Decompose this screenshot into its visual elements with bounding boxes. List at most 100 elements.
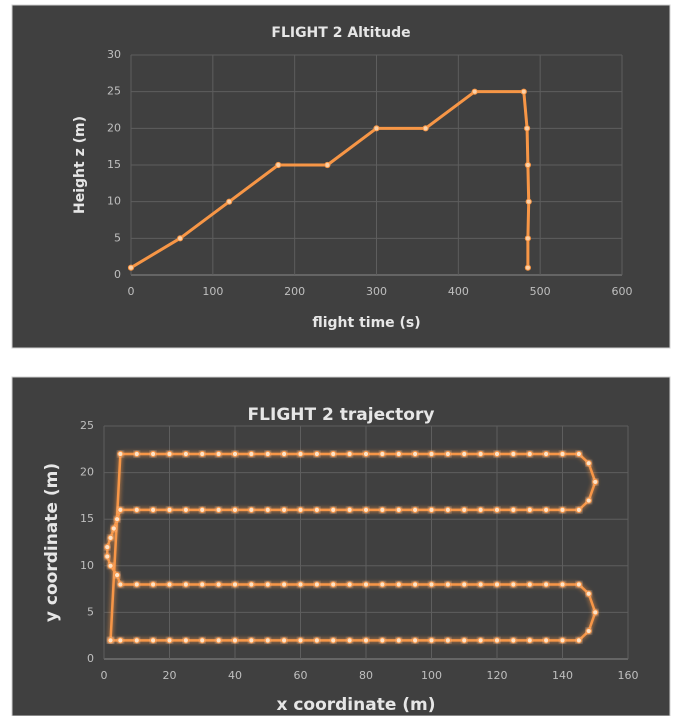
data-point	[379, 637, 386, 644]
data-point	[543, 506, 550, 513]
y-tick-label: 20	[80, 466, 94, 479]
data-point	[428, 506, 435, 513]
data-point	[166, 450, 173, 458]
data-point	[477, 450, 484, 458]
data-point	[428, 581, 435, 588]
x-tick-label: 400	[448, 285, 469, 298]
data-point	[313, 506, 320, 513]
panel	[11, 4, 671, 349]
x-tick-label: 200	[284, 285, 305, 298]
data-point	[215, 581, 222, 588]
data-point	[543, 581, 550, 588]
y-axis-label: y coordinate (m)	[42, 463, 62, 622]
data-point	[330, 581, 337, 588]
data-point	[461, 506, 468, 513]
data-point	[428, 450, 435, 458]
data-point	[281, 581, 288, 588]
data-point	[559, 506, 566, 513]
data-point	[110, 525, 117, 532]
data-point	[215, 637, 222, 644]
data-point	[346, 506, 353, 513]
data-point	[226, 198, 233, 205]
data-point	[150, 581, 157, 588]
data-point	[166, 506, 173, 513]
chart-title: FLIGHT 2 Altitude	[271, 25, 410, 41]
data-point	[575, 450, 582, 458]
x-tick-label: 160	[618, 669, 639, 682]
data-point	[177, 235, 184, 242]
data-point	[523, 125, 531, 132]
data-point	[477, 506, 484, 513]
data-point	[412, 581, 419, 588]
data-point	[510, 581, 517, 588]
x-axis-label: flight time (s)	[312, 315, 420, 331]
data-point	[444, 581, 451, 588]
data-point	[379, 450, 386, 458]
data-point	[313, 450, 320, 458]
data-point	[117, 506, 124, 513]
x-tick-label: 120	[487, 669, 508, 682]
data-point	[510, 637, 517, 644]
panel	[11, 376, 671, 716]
data-point	[104, 553, 111, 560]
data-point	[117, 637, 124, 644]
data-point	[107, 562, 114, 569]
data-point	[493, 637, 501, 644]
data-point	[215, 506, 222, 513]
data-point	[133, 581, 140, 588]
data-point	[373, 125, 380, 132]
data-point	[493, 450, 501, 458]
data-point	[264, 506, 271, 513]
x-tick-label: 300	[366, 285, 387, 298]
y-tick-label: 15	[107, 158, 121, 171]
data-point	[215, 450, 222, 458]
y-tick-label: 10	[107, 195, 121, 208]
data-point	[543, 450, 550, 458]
data-point	[461, 637, 468, 644]
data-point	[526, 506, 533, 513]
data-point	[330, 506, 337, 513]
x-tick-label: 80	[359, 669, 373, 682]
y-tick-label: 25	[80, 419, 94, 432]
data-point	[107, 637, 114, 644]
x-tick-label: 600	[612, 285, 633, 298]
data-point	[150, 506, 157, 513]
data-point	[231, 581, 239, 588]
data-point	[428, 637, 435, 644]
data-point	[444, 506, 451, 513]
data-point	[281, 506, 288, 513]
data-point	[559, 450, 566, 458]
data-point	[592, 609, 599, 616]
data-point	[526, 450, 533, 458]
data-point	[127, 264, 135, 271]
data-point	[117, 581, 124, 588]
data-point	[362, 637, 370, 644]
data-point	[231, 637, 239, 644]
data-point	[330, 450, 337, 458]
data-point	[114, 516, 121, 523]
data-point	[199, 581, 206, 588]
data-point	[231, 506, 239, 513]
x-tick-label: 0	[128, 285, 135, 298]
data-point	[444, 450, 451, 458]
data-point	[585, 497, 592, 504]
data-point	[346, 637, 353, 644]
x-tick-label: 100	[421, 669, 442, 682]
data-point	[510, 506, 517, 513]
data-point	[559, 581, 566, 588]
data-point	[199, 450, 206, 458]
data-point	[297, 581, 304, 588]
data-point	[166, 637, 173, 644]
data-point	[477, 581, 484, 588]
data-point	[182, 581, 189, 588]
data-point	[297, 637, 304, 644]
data-point	[412, 506, 419, 513]
data-point	[104, 544, 111, 551]
x-tick-label: 40	[228, 669, 242, 682]
data-point	[471, 88, 478, 95]
y-tick-label: 20	[107, 121, 121, 134]
data-point	[166, 581, 173, 588]
y-tick-label: 0	[114, 268, 121, 281]
